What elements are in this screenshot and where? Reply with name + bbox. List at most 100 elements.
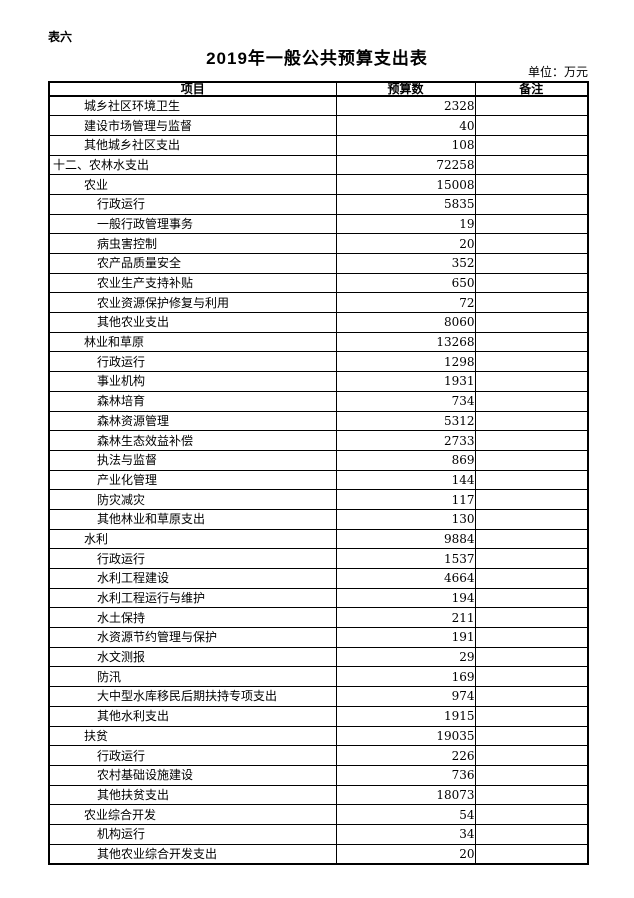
budget-cell: 29 xyxy=(335,646,476,668)
item-cell: 防灾减灾 xyxy=(48,489,337,510)
table-row: 其他农业综合开发支出 20 xyxy=(48,843,589,865)
table-row: 一般行政管理事务 19 xyxy=(48,213,589,235)
item-cell: 行政运行 xyxy=(48,193,337,215)
budget-cell: 130 xyxy=(335,508,476,530)
table-row: 森林生态效益补偿 2733 xyxy=(48,430,589,451)
budget-cell: 211 xyxy=(335,607,476,629)
item-cell: 城乡社区环境卫生 xyxy=(48,95,337,117)
budget-cell: 169 xyxy=(335,666,476,688)
budget-cell: 974 xyxy=(335,686,476,707)
item-cell: 农业 xyxy=(48,174,337,195)
page-title: 2019年一般公共预算支出表 xyxy=(206,49,428,68)
remark-cell xyxy=(474,607,589,629)
budget-cell: 19 xyxy=(335,213,476,235)
item-cell: 农业综合开发 xyxy=(48,804,337,825)
table-row: 事业机构 1931 xyxy=(48,371,589,392)
table-row: 十二、农林水支出 72258 xyxy=(48,154,589,176)
table-row: 行政运行 226 xyxy=(48,745,589,766)
budget-cell: 5835 xyxy=(335,193,476,215)
remark-cell xyxy=(474,489,589,510)
remark-cell xyxy=(474,548,589,569)
table-row: 其他农业支出 8060 xyxy=(48,312,589,333)
item-cell: 大中型水库移民后期扶持专项支出 xyxy=(48,686,337,707)
remark-cell xyxy=(474,351,589,373)
budget-cell: 72 xyxy=(335,292,476,314)
budget-cell: 15008 xyxy=(335,174,476,195)
item-cell: 其他农业综合开发支出 xyxy=(48,843,337,865)
table-row: 水土保持 211 xyxy=(48,607,589,629)
budget-table: 项目 预算数 备注 城乡社区环境卫生 2328 建设市场管理与监督 40 其他城乡社区支… xyxy=(48,81,589,865)
table-row: 农业 15008 xyxy=(48,174,589,195)
remark-cell xyxy=(474,193,589,215)
item-cell: 农产品质量安全 xyxy=(48,253,337,274)
remark-cell xyxy=(474,154,589,176)
item-cell: 水利 xyxy=(48,528,337,550)
remark-cell xyxy=(474,371,589,392)
table-body: 城乡社区环境卫生 2328 建设市场管理与监督 40 其他城乡社区支出 108 十二、农林水… xyxy=(48,95,589,865)
table-row: 防汛 169 xyxy=(48,666,589,688)
table-row: 水利工程建设 4664 xyxy=(48,568,589,589)
budget-cell: 40 xyxy=(335,115,476,136)
budget-cell: 54 xyxy=(335,804,476,825)
budget-cell: 13268 xyxy=(335,331,476,353)
table-row: 行政运行 1298 xyxy=(48,351,589,373)
remark-cell xyxy=(474,784,589,806)
budget-cell: 72258 xyxy=(335,154,476,176)
item-cell: 其他林业和草原支出 xyxy=(48,508,337,530)
table-row: 城乡社区环境卫生 2328 xyxy=(48,95,589,117)
remark-cell xyxy=(474,804,589,825)
table-row: 森林资源管理 5312 xyxy=(48,410,589,432)
remark-cell xyxy=(474,764,589,786)
table-row: 其他城乡社区支出 108 xyxy=(48,134,589,156)
item-cell: 行政运行 xyxy=(48,548,337,569)
item-cell: 其他扶贫支出 xyxy=(48,784,337,806)
table-row: 农业生产支持补贴 650 xyxy=(48,272,589,294)
remark-cell xyxy=(474,253,589,274)
budget-cell: 1915 xyxy=(335,705,476,727)
budget-cell: 650 xyxy=(335,272,476,294)
remark-cell xyxy=(474,666,589,688)
remark-cell xyxy=(474,430,589,451)
remark-cell xyxy=(474,587,589,609)
item-cell: 一般行政管理事务 xyxy=(48,213,337,235)
table-row: 林业和草原 13268 xyxy=(48,331,589,353)
budget-cell: 8060 xyxy=(335,312,476,333)
item-cell: 水利工程运行与维护 xyxy=(48,587,337,609)
table-row: 农业综合开发 54 xyxy=(48,804,589,825)
budget-cell: 144 xyxy=(335,469,476,491)
item-cell: 建设市场管理与监督 xyxy=(48,115,337,136)
budget-cell: 108 xyxy=(335,134,476,156)
table-row: 水利工程运行与维护 194 xyxy=(48,587,589,609)
budget-cell: 19035 xyxy=(335,725,476,747)
item-cell: 水资源节约管理与保护 xyxy=(48,627,337,648)
remark-cell xyxy=(474,528,589,550)
budget-cell: 869 xyxy=(335,449,476,471)
remark-cell xyxy=(474,134,589,156)
remark-cell xyxy=(474,568,589,589)
item-cell: 行政运行 xyxy=(48,745,337,766)
remark-cell xyxy=(474,115,589,136)
item-cell: 扶贫 xyxy=(48,725,337,747)
budget-cell: 117 xyxy=(335,489,476,510)
budget-cell: 1931 xyxy=(335,371,476,392)
budget-cell: 1298 xyxy=(335,351,476,373)
table-row: 水资源节约管理与保护 191 xyxy=(48,627,589,648)
remark-cell xyxy=(474,823,589,845)
budget-cell: 194 xyxy=(335,587,476,609)
table-row: 其他扶贫支出 18073 xyxy=(48,784,589,806)
remark-cell xyxy=(474,469,589,491)
remark-cell xyxy=(474,725,589,747)
table-row: 执法与监督 869 xyxy=(48,449,589,471)
budget-cell: 9884 xyxy=(335,528,476,550)
budget-cell: 191 xyxy=(335,627,476,648)
budget-cell: 1537 xyxy=(335,548,476,569)
remark-cell xyxy=(474,213,589,235)
table-row: 扶贫 19035 xyxy=(48,725,589,747)
table-row: 农村基础设施建设 736 xyxy=(48,764,589,786)
table-row: 其他水利支出 1915 xyxy=(48,705,589,727)
remark-cell xyxy=(474,331,589,353)
table-row: 农业资源保护修复与利用 72 xyxy=(48,292,589,314)
remark-cell xyxy=(474,233,589,254)
unit-label: 单位：万元 xyxy=(527,65,588,79)
item-cell: 行政运行 xyxy=(48,351,337,373)
